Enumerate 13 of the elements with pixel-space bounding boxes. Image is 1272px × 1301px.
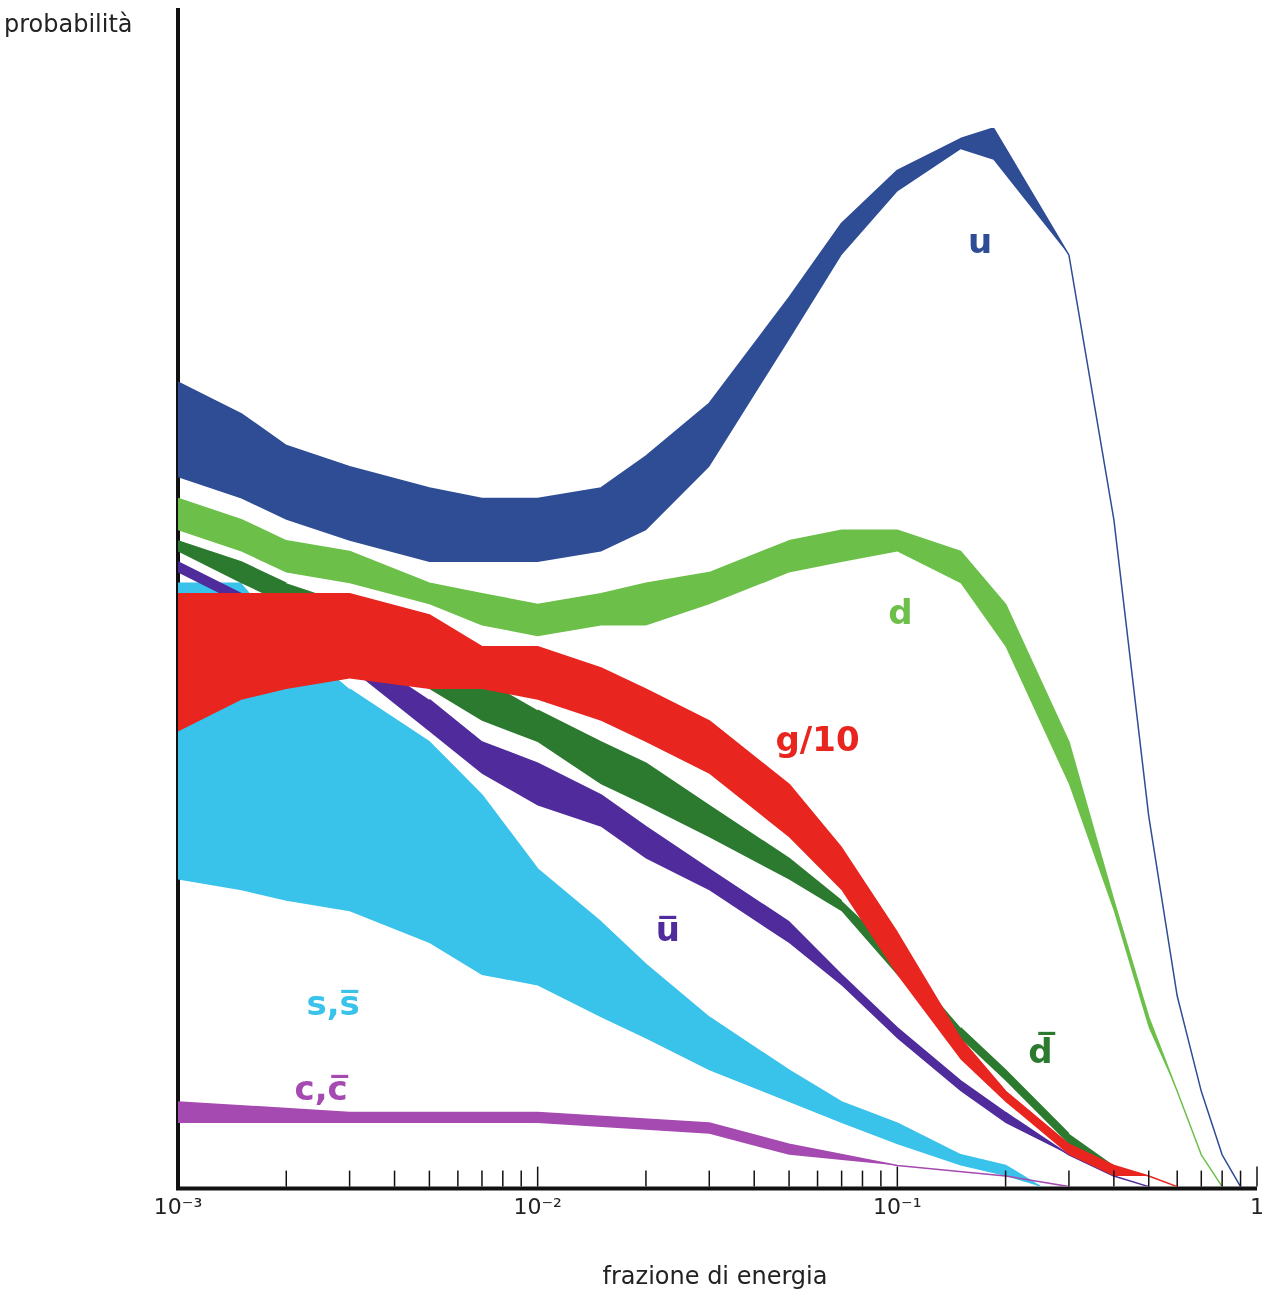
series-label: u (968, 221, 993, 262)
x-tick-label: 10⁻² (513, 1193, 562, 1219)
text: s,s̅ (306, 983, 360, 1024)
series-label: g/10 (775, 718, 860, 759)
series-label: u̅ (655, 909, 680, 950)
x-axis-title: frazione di energia (601, 1262, 829, 1290)
series-label: d (888, 591, 913, 632)
series-label: c,c̅ (294, 1068, 349, 1109)
series-label: d̅ (1028, 1030, 1056, 1072)
y-axis-title: probabilità (4, 10, 133, 38)
x-tick-label: 10⁻³ (153, 1193, 203, 1219)
x-tick-label: 10⁻¹ (873, 1193, 922, 1219)
x-tick-label: 1 (1250, 1193, 1264, 1219)
